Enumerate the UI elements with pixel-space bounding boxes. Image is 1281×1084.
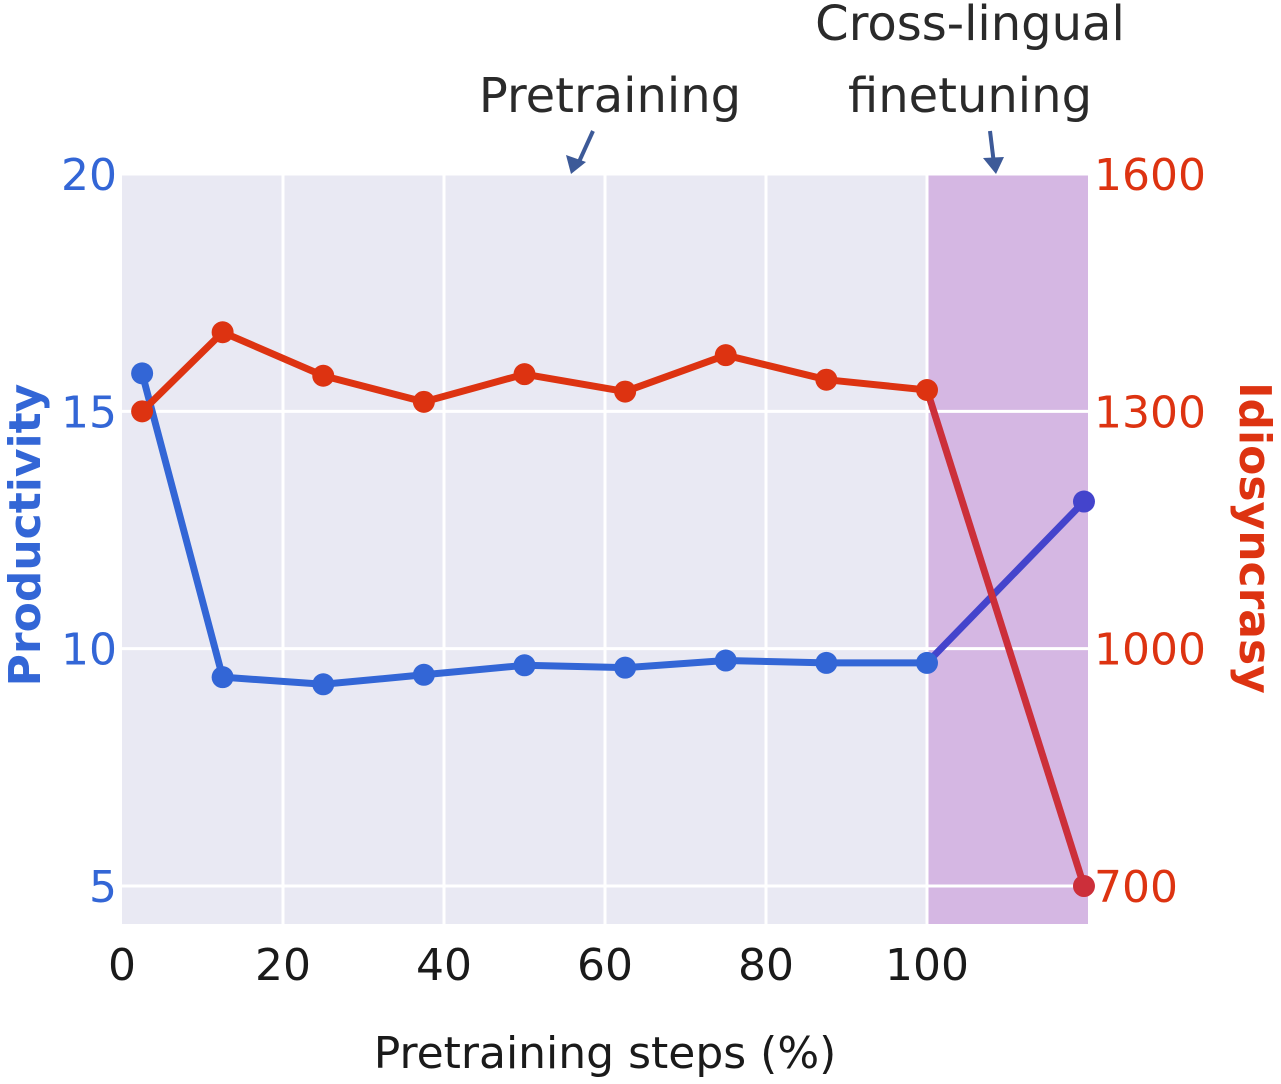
data-point-idiosyncrasy: [513, 363, 536, 386]
data-point-idiosyncrasy: [1072, 875, 1095, 898]
data-point-productivity: [1072, 490, 1095, 513]
data-point-productivity: [916, 651, 938, 674]
grid-lines: [122, 172, 1088, 924]
data-point-idiosyncrasy: [714, 344, 737, 367]
data-point-productivity: [815, 651, 838, 674]
data-point-idiosyncrasy: [412, 390, 435, 413]
region-1: [927, 174, 1088, 924]
annotations: Pretraining Cross-lingual finetuning: [479, 0, 1125, 174]
y-left-tick-label: 10: [61, 625, 117, 676]
x-tick-label: 80: [738, 940, 794, 991]
data-point-productivity: [412, 663, 435, 686]
y-right-tick-label: 700: [1094, 862, 1178, 913]
plot-regions: [122, 174, 1088, 924]
x-tick-label: 100: [885, 940, 969, 991]
y-left-tick-label: 20: [61, 150, 117, 201]
arrow-finetuning: [983, 130, 1004, 174]
data-point-productivity: [614, 656, 637, 679]
data-point-idiosyncrasy: [131, 400, 154, 423]
x-axis-ticks: 0 20 40 60 80 100: [108, 940, 969, 991]
data-point-idiosyncrasy: [815, 368, 838, 391]
x-tick-label: 0: [108, 940, 136, 991]
y-left-axis-label: Productivity: [0, 384, 51, 687]
data-point-idiosyncrasy: [211, 321, 234, 344]
x-tick-label: 60: [577, 940, 633, 991]
arrow-pretraining: [566, 130, 595, 174]
annotation-finetuning-line2: finetuning: [848, 68, 1092, 124]
annotation-finetuning-line1: Cross-lingual: [815, 0, 1125, 52]
y-right-tick-label: 1600: [1094, 150, 1206, 201]
series-points: [131, 321, 1095, 898]
data-point-idiosyncrasy: [916, 378, 938, 401]
y-right-tick-label: 1300: [1094, 387, 1206, 438]
data-point-idiosyncrasy: [614, 380, 637, 403]
series-line-finetune-idiosyncrasy: [923, 388, 1088, 888]
y-left-axis-ticks: 5 10 15 20: [61, 150, 117, 913]
y-left-tick-label: 5: [89, 862, 117, 913]
annotation-pretraining: Pretraining: [479, 68, 741, 124]
data-point-idiosyncrasy: [312, 364, 335, 387]
x-tick-label: 20: [255, 940, 311, 991]
series-line-finetune-productivity: [924, 499, 1087, 666]
y-right-tick-label: 1000: [1094, 625, 1206, 676]
x-tick-label: 40: [416, 940, 472, 991]
data-point-productivity: [513, 654, 536, 677]
data-point-productivity: [312, 673, 335, 696]
y-right-axis-ticks: 700 1000 1300 1600: [1094, 150, 1206, 913]
x-axis-label: Pretraining steps (%): [374, 1028, 837, 1079]
y-left-tick-label: 15: [61, 387, 117, 438]
y-right-axis-label: Idiosyncrasy: [1229, 382, 1280, 694]
data-point-productivity: [131, 362, 154, 385]
data-point-productivity: [211, 666, 234, 689]
data-point-productivity: [714, 649, 737, 672]
region-0: [122, 174, 927, 924]
